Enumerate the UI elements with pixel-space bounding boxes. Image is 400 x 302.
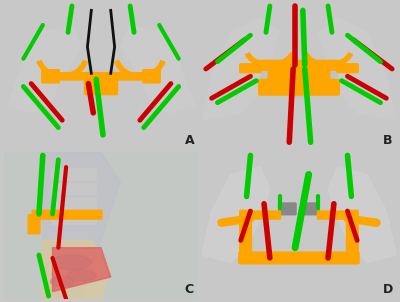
FancyBboxPatch shape: [337, 64, 358, 72]
Polygon shape: [270, 175, 328, 218]
FancyBboxPatch shape: [143, 70, 160, 83]
Polygon shape: [318, 18, 396, 120]
FancyBboxPatch shape: [4, 153, 198, 299]
FancyBboxPatch shape: [302, 203, 319, 215]
Polygon shape: [202, 167, 270, 262]
Polygon shape: [328, 167, 396, 262]
Polygon shape: [52, 248, 111, 292]
Polygon shape: [120, 25, 194, 113]
FancyBboxPatch shape: [346, 210, 358, 263]
Ellipse shape: [52, 255, 91, 270]
Text: D: D: [382, 283, 393, 296]
FancyBboxPatch shape: [278, 203, 296, 215]
Ellipse shape: [67, 270, 96, 281]
FancyBboxPatch shape: [42, 70, 59, 83]
FancyBboxPatch shape: [32, 210, 102, 219]
Text: B: B: [382, 134, 392, 147]
FancyBboxPatch shape: [240, 64, 261, 72]
Polygon shape: [43, 153, 120, 299]
FancyBboxPatch shape: [52, 198, 96, 210]
FancyBboxPatch shape: [52, 72, 150, 80]
Polygon shape: [8, 25, 82, 113]
Polygon shape: [62, 76, 140, 113]
FancyBboxPatch shape: [84, 76, 118, 95]
FancyBboxPatch shape: [259, 79, 339, 95]
FancyBboxPatch shape: [239, 252, 359, 264]
Text: A: A: [184, 134, 194, 147]
FancyBboxPatch shape: [268, 65, 330, 85]
Polygon shape: [43, 240, 111, 299]
FancyBboxPatch shape: [52, 183, 96, 195]
FancyBboxPatch shape: [52, 213, 96, 224]
FancyBboxPatch shape: [240, 210, 252, 263]
FancyBboxPatch shape: [318, 211, 348, 219]
FancyBboxPatch shape: [255, 60, 343, 70]
Polygon shape: [260, 62, 338, 98]
FancyBboxPatch shape: [28, 215, 40, 234]
Text: C: C: [184, 283, 194, 296]
FancyBboxPatch shape: [52, 169, 96, 180]
FancyBboxPatch shape: [250, 211, 280, 219]
Ellipse shape: [50, 276, 74, 287]
Polygon shape: [202, 18, 280, 120]
